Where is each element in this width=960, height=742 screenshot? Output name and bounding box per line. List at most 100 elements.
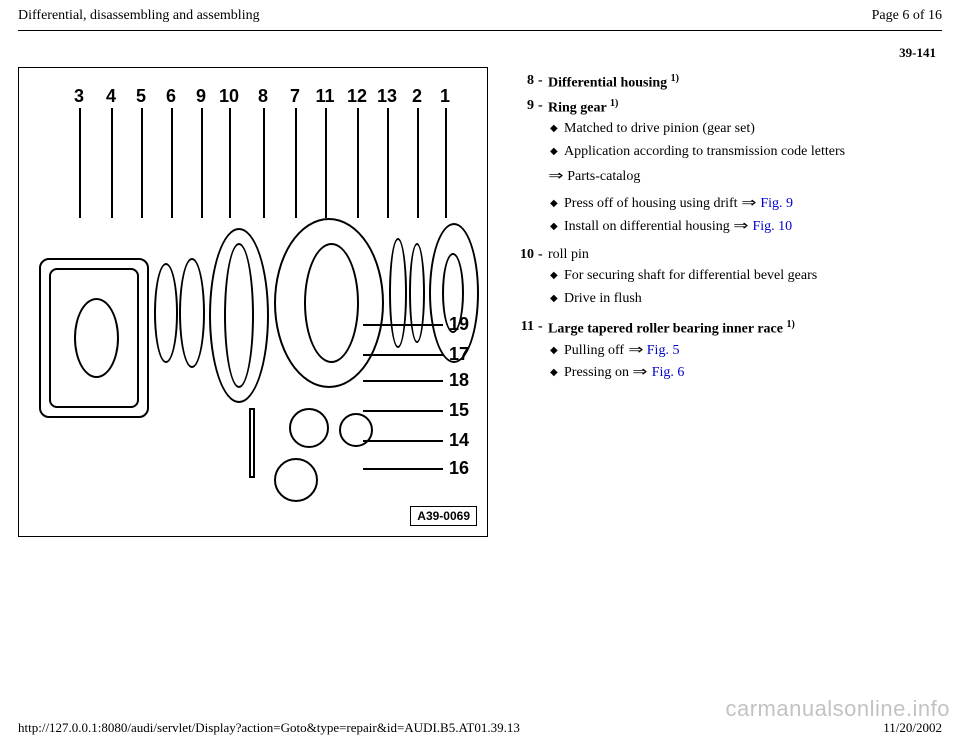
bullet-marker: ◆ bbox=[550, 342, 564, 360]
callout-lead bbox=[445, 108, 447, 218]
bullet-text: Install on differential housing ⇒ Fig. 1… bbox=[564, 218, 942, 236]
bullet-marker: ◆ bbox=[550, 364, 564, 382]
bullet-text: Application according to transmission co… bbox=[564, 143, 942, 161]
part-number: 9 bbox=[508, 98, 538, 242]
callout-lead bbox=[387, 108, 389, 218]
part-body: Ring gear 1) ◆Matched to drive pinion (ge… bbox=[548, 98, 942, 242]
footnote-ref: 1) bbox=[671, 73, 679, 84]
callout-lead bbox=[111, 108, 113, 218]
callout-label: 18 bbox=[449, 370, 469, 391]
callout-label: 12 bbox=[345, 86, 369, 107]
bullet-text: Pulling off ⇒ Fig. 5 bbox=[564, 342, 942, 360]
race-1 bbox=[389, 238, 407, 348]
diff-housing-inner bbox=[304, 243, 359, 363]
arrow-icon: ⇒ bbox=[734, 218, 749, 236]
figure-link[interactable]: Fig. 6 bbox=[652, 365, 685, 380]
callout-label: 9 bbox=[189, 86, 213, 107]
dash: - bbox=[538, 247, 548, 313]
dash: - bbox=[538, 319, 548, 388]
race-2 bbox=[409, 243, 425, 343]
bullet-item: ◆Pressing on ⇒ Fig. 6 bbox=[550, 364, 942, 382]
ring-2 bbox=[179, 258, 205, 368]
callout-lead bbox=[417, 108, 419, 218]
bullet-marker: ◆ bbox=[550, 120, 564, 138]
bullet-item: ◆Pulling off ⇒ Fig. 5 bbox=[550, 342, 942, 360]
main-content: 34569108711121321 191718151416 A39-0069 … bbox=[0, 65, 960, 537]
figure-link[interactable]: Fig. 5 bbox=[647, 343, 680, 358]
watermark: carmanualsonline.info bbox=[725, 696, 950, 722]
callout-lead bbox=[363, 468, 443, 470]
bullet-list: ◆For securing shaft for differential bev… bbox=[548, 267, 942, 307]
callout-lead bbox=[363, 354, 443, 356]
bullet-text: Pressing on ⇒ Fig. 6 bbox=[564, 364, 942, 382]
header-page: Page 6 of 16 bbox=[872, 8, 942, 24]
bullet-item: ◆Install on differential housing ⇒ Fig. … bbox=[550, 218, 942, 236]
exploded-diagram: 34569108711121321 191718151416 A39-0069 bbox=[18, 67, 488, 537]
bullet-item: ◆For securing shaft for differential bev… bbox=[550, 267, 942, 285]
callout-label: 19 bbox=[449, 314, 469, 335]
bullet-list: ◆Pulling off ⇒ Fig. 5◆Pressing on ⇒ Fig.… bbox=[548, 342, 942, 382]
dash: - bbox=[538, 98, 548, 242]
arrow-icon: ⇒ bbox=[628, 342, 643, 360]
callout-label: 16 bbox=[449, 458, 469, 479]
arrow-icon: ⇒ bbox=[548, 168, 563, 185]
callout-label: 11 bbox=[313, 86, 337, 107]
callout-label: 6 bbox=[159, 86, 183, 107]
callout-lead bbox=[295, 108, 297, 218]
bullet-marker: ◆ bbox=[550, 143, 564, 161]
ring-1 bbox=[154, 263, 178, 363]
bullet-text: Press off of housing using drift ⇒ Fig. … bbox=[564, 195, 942, 213]
callout-lead bbox=[363, 324, 443, 326]
footer-url: http://127.0.0.1:8080/audi/servlet/Displ… bbox=[18, 720, 520, 736]
bullet-text: For securing shaft for differential beve… bbox=[564, 267, 942, 285]
mid-note: ⇒ Parts-catalog bbox=[548, 168, 942, 185]
footnote-ref: 1) bbox=[786, 319, 794, 330]
callout-lead bbox=[171, 108, 173, 218]
part-number: 11 bbox=[508, 319, 538, 388]
callout-label: 8 bbox=[251, 86, 275, 107]
gear-small-2 bbox=[274, 458, 318, 502]
callout-label: 7 bbox=[283, 86, 307, 107]
bullet-text: Drive in flush bbox=[564, 290, 942, 308]
part-body: roll pin ◆For securing shaft for differe… bbox=[548, 247, 942, 313]
callout-lead bbox=[229, 108, 231, 218]
callout-label: 5 bbox=[129, 86, 153, 107]
bullet-item: ◆Matched to drive pinion (gear set) bbox=[550, 120, 942, 138]
part-body: Differential housing 1) bbox=[548, 73, 942, 92]
bullet-marker: ◆ bbox=[550, 267, 564, 285]
part-title: Differential housing 1) bbox=[548, 73, 942, 92]
callout-lead bbox=[201, 108, 203, 218]
footer-date: 11/20/2002 bbox=[883, 720, 942, 736]
parts-list: 8-Differential housing 1)9-Ring gear 1)◆… bbox=[508, 67, 942, 537]
part-body: Large tapered roller bearing inner race … bbox=[548, 319, 942, 388]
callout-label: 1 bbox=[433, 86, 457, 107]
callout-lead bbox=[363, 410, 443, 412]
header-title: Differential, disassembling and assembli… bbox=[18, 8, 260, 24]
page-header: Differential, disassembling and assembli… bbox=[0, 0, 960, 30]
bullet-list: ◆Press off of housing using drift ⇒ Fig.… bbox=[548, 195, 942, 235]
bullet-marker: ◆ bbox=[550, 218, 564, 236]
part-item: 9-Ring gear 1) ◆Matched to drive pinion (… bbox=[508, 98, 942, 242]
dash: - bbox=[538, 73, 548, 92]
callout-lead bbox=[363, 440, 443, 442]
arrow-icon: ⇒ bbox=[741, 195, 756, 213]
part-number: 10 bbox=[508, 247, 538, 313]
bullet-item: ◆Press off of housing using drift ⇒ Fig.… bbox=[550, 195, 942, 213]
part-item: 8-Differential housing 1) bbox=[508, 73, 942, 92]
callout-lead bbox=[263, 108, 265, 218]
figure-link[interactable]: Fig. 10 bbox=[753, 219, 793, 234]
bullet-list: ◆Matched to drive pinion (gear set) ◆App… bbox=[548, 120, 942, 160]
bullet-item: ◆Drive in flush bbox=[550, 290, 942, 308]
figure-link[interactable]: Fig. 9 bbox=[760, 196, 793, 211]
section-number: 39-141 bbox=[0, 31, 960, 65]
part-item: 11-Large tapered roller bearing inner ra… bbox=[508, 319, 942, 388]
part-number: 8 bbox=[508, 73, 538, 92]
part-title: Ring gear 1) bbox=[548, 98, 942, 117]
washer-1 bbox=[339, 413, 373, 447]
callout-label: 10 bbox=[217, 86, 241, 107]
part-title: roll pin bbox=[548, 247, 942, 263]
arrow-icon: ⇒ bbox=[633, 364, 648, 382]
part-title: Large tapered roller bearing inner race … bbox=[548, 319, 942, 338]
housing-bore bbox=[74, 298, 119, 378]
gear-small-1 bbox=[289, 408, 329, 448]
